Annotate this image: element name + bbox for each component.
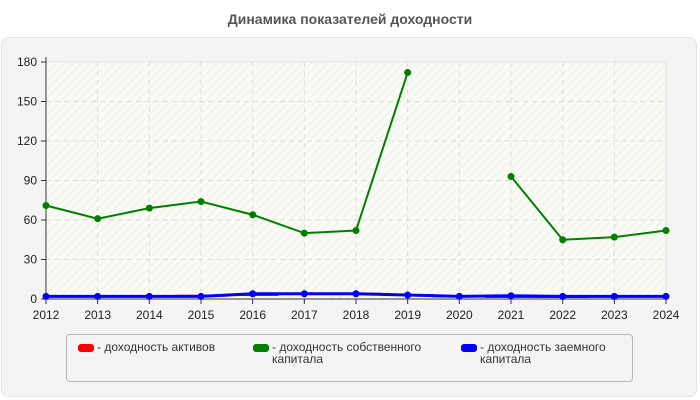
data-point bbox=[300, 229, 308, 237]
data-point bbox=[662, 292, 670, 300]
legend-item-debt: - доходность заемного капитала bbox=[461, 341, 606, 365]
chart-legend: - доходность активов - доходность собств… bbox=[66, 334, 633, 382]
x-tick-label: 2023 bbox=[601, 308, 628, 322]
x-tick-label: 2013 bbox=[84, 308, 111, 322]
series-1 bbox=[42, 69, 670, 244]
x-tick-label: 2024 bbox=[653, 308, 680, 322]
data-point bbox=[94, 292, 102, 300]
x-tick-label: 2018 bbox=[343, 308, 370, 322]
y-tick-label: 90 bbox=[24, 174, 38, 188]
data-point bbox=[145, 292, 153, 300]
y-tick-label: 180 bbox=[17, 55, 37, 69]
legend-label: - доходность собственного bbox=[272, 340, 422, 354]
data-point bbox=[404, 291, 412, 299]
y-tick-label: 120 bbox=[17, 134, 37, 148]
y-tick-label: 60 bbox=[24, 213, 38, 227]
y-tick-label: 0 bbox=[30, 292, 37, 306]
legend-swatch-green bbox=[253, 344, 269, 352]
y-tick-label: 150 bbox=[17, 95, 37, 109]
data-point bbox=[197, 198, 205, 206]
x-tick-label: 2016 bbox=[239, 308, 266, 322]
data-point bbox=[249, 290, 257, 298]
data-point bbox=[42, 292, 50, 300]
data-point bbox=[94, 215, 102, 223]
data-point bbox=[352, 227, 360, 235]
plot-area: 0 30 60 90 120 150 180 2012 2013 2014 2015 2016 2017… bbox=[17, 55, 680, 322]
series-2 bbox=[42, 290, 670, 300]
data-point bbox=[300, 290, 308, 298]
data-point bbox=[404, 69, 412, 77]
x-tick-label: 2017 bbox=[291, 308, 318, 322]
y-tick-label: 30 bbox=[24, 253, 38, 267]
data-point bbox=[507, 173, 515, 181]
chart-title: Динамика показателей доходности bbox=[227, 11, 473, 27]
data-point bbox=[352, 290, 360, 298]
x-tick-label: 2012 bbox=[33, 308, 60, 322]
x-tick-label: 2014 bbox=[136, 308, 163, 322]
x-tick-label: 2020 bbox=[446, 308, 473, 322]
data-point bbox=[610, 233, 618, 241]
data-point bbox=[197, 292, 205, 300]
legend-label: - доходность активов bbox=[97, 340, 216, 354]
x-tick-label: 2022 bbox=[549, 308, 576, 322]
legend-swatch-blue bbox=[461, 344, 477, 352]
data-point bbox=[662, 227, 670, 235]
x-tick-label: 2021 bbox=[498, 308, 525, 322]
legend-label-cont: капитала bbox=[480, 352, 532, 366]
data-point bbox=[455, 292, 463, 300]
legend-label-cont: капитала bbox=[272, 352, 324, 366]
legend-swatch-red bbox=[78, 344, 94, 352]
legend-label: - доходность заемного bbox=[480, 340, 606, 354]
x-tick-label: 2019 bbox=[394, 308, 421, 322]
legend-item-assets: - доходность активов bbox=[78, 341, 215, 353]
legend-item-equity: - доходность собственного капитала bbox=[253, 341, 421, 365]
data-point bbox=[145, 204, 153, 212]
x-tick-label: 2015 bbox=[188, 308, 215, 322]
data-point bbox=[249, 211, 257, 219]
data-point bbox=[559, 236, 567, 244]
data-point bbox=[559, 292, 567, 300]
data-point bbox=[42, 202, 50, 210]
data-point bbox=[507, 292, 515, 300]
data-point bbox=[610, 292, 618, 300]
